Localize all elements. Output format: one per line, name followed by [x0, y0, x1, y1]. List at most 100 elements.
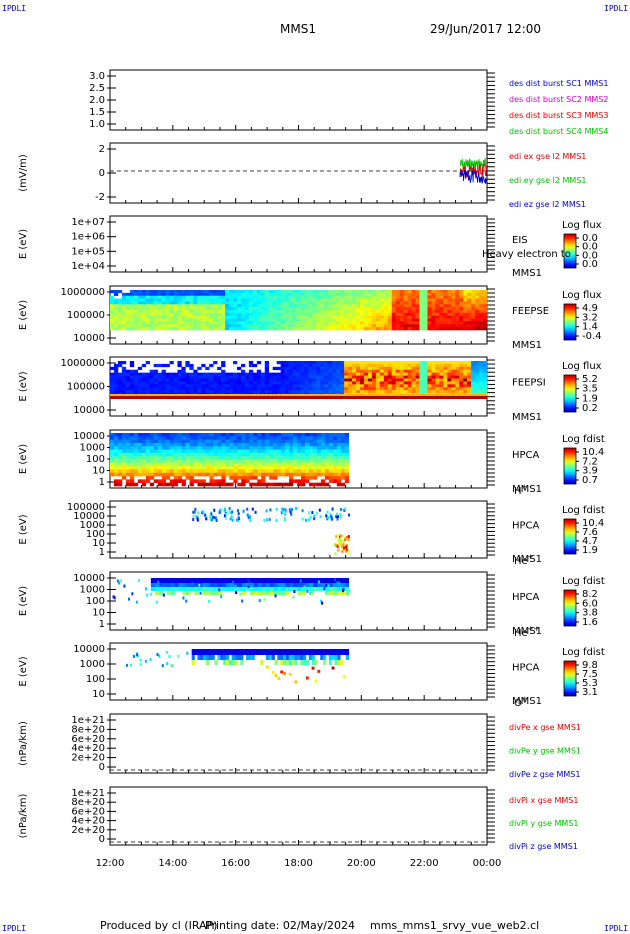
legend-dist-0: des dist burst SC1 MMS1 — [509, 79, 608, 88]
y-tick-label: 0 — [99, 168, 105, 179]
colorbar-tick-label: 7.5 — [582, 669, 598, 680]
legend-dist-1: des dist burst SC2 MMS2 — [509, 95, 608, 104]
y-tick-label: 2 — [99, 144, 105, 155]
colorbar — [563, 447, 577, 485]
y-tick-label: 100 — [86, 596, 105, 607]
x-tick-label: 20:00 — [347, 858, 376, 869]
y-tick-label: 2.5 — [89, 83, 105, 94]
colorbar-tick-label: 10.4 — [582, 447, 604, 458]
colorbar-tick-label: 4.7 — [582, 536, 598, 547]
footer-file: mms_mms1_srvy_vue_web2.cl — [370, 919, 540, 932]
y-tick-label: 10000 — [73, 333, 105, 344]
species-label: Heavy electron to — [482, 249, 571, 260]
colorbar-tick-label: 3.8 — [582, 608, 598, 619]
y-tick-label: 1e+06 — [71, 232, 105, 243]
colorbar-title: Log fdist — [562, 434, 605, 445]
colorbar — [563, 303, 577, 341]
y-tick-label: 100 — [86, 674, 105, 685]
colorbar-tick-label: 0.2 — [582, 403, 598, 414]
y-tick-label: 4e+20 — [71, 743, 105, 754]
colorbar — [563, 660, 577, 697]
y-tick-label: 1 — [99, 477, 105, 488]
species-charge: + — [522, 695, 528, 703]
y-tick-label: 1000000 — [60, 287, 105, 298]
colorbar-tick-label: 0.0 — [582, 250, 598, 261]
legend-dist-3: des dist burst SC4 MMS4 — [509, 127, 608, 136]
colorbar — [563, 233, 577, 269]
spacecraft-title: MMS1 — [280, 22, 316, 36]
spacecraft-label: MMS1 — [512, 554, 542, 565]
y-axis-label: E (eV) — [18, 514, 29, 544]
legend-dist-2: des dist burst SC3 MMS3 — [509, 111, 608, 120]
corner-logo-bl: IPDLI — [2, 924, 27, 933]
y-tick-label: 100000 — [67, 502, 105, 513]
y-tick-label: 10000 — [73, 511, 105, 522]
x-tick-label: 22:00 — [410, 858, 439, 869]
legend-edi-1: edi ey gse l2 MMS1 — [509, 176, 587, 185]
hpca-he-spectrogram — [192, 507, 351, 556]
y-tick-label: 10 — [92, 608, 105, 619]
instrument-label: HPCA — [512, 662, 540, 673]
instrument-label: FEEPSE — [512, 306, 549, 317]
x-tick-label: 14:00 — [158, 858, 187, 869]
legend-edi-0: edi ex gse l2 MMS1 — [509, 152, 586, 161]
y-tick-label: 1000 — [80, 659, 105, 670]
y-tick-label: 10 — [92, 466, 105, 477]
species-charge: + — [522, 483, 528, 491]
y-tick-label: 0 — [99, 834, 105, 845]
y-tick-label: 1e+07 — [71, 217, 105, 228]
y-tick-label: 8e+20 — [71, 797, 105, 808]
panel-frame-hpca_he — [109, 500, 488, 559]
footer-produced: Produced by cl (IRAP) — [100, 919, 218, 932]
colorbar-tick-label: 3.1 — [582, 687, 598, 698]
y-tick-label: 1e+21 — [71, 788, 105, 799]
y-tick-label: 1000 — [80, 443, 105, 454]
hpca-h-spectrogram — [110, 433, 350, 487]
legend-divpe-1: divPe y gse MMS1 — [509, 747, 581, 756]
y-tick-label: 10000 — [73, 644, 105, 655]
y-tick-label: 0 — [99, 762, 105, 773]
y-tick-label: 2e+20 — [71, 825, 105, 836]
y-axis-label: E (eV) — [18, 229, 29, 259]
y-axis-label: (nPa/km) — [18, 794, 29, 839]
edi-series-1 — [459, 163, 487, 179]
colorbar-tick-label: 0.7 — [582, 475, 598, 486]
colorbar-title: Log flux — [562, 290, 602, 301]
instrument-label: FEEPSI — [512, 377, 546, 388]
y-tick-label: 10000 — [73, 431, 105, 442]
colorbar-tick-label: 1.9 — [582, 545, 598, 556]
instrument-label: EIS — [512, 235, 528, 246]
panel-frame-edi — [109, 142, 488, 204]
colorbar — [563, 589, 577, 627]
spacecraft-label: MMS1 — [512, 696, 542, 707]
colorbar-tick-label: 5.3 — [582, 678, 598, 689]
y-tick-label: 100 — [86, 529, 105, 540]
y-tick-label: 10000 — [73, 405, 105, 416]
y-tick-label: 100000 — [67, 310, 105, 321]
colorbar-tick-label: 7.2 — [582, 456, 598, 467]
y-tick-label: 1.0 — [89, 119, 105, 130]
panel-frame-eis — [109, 215, 488, 273]
colorbar-tick-label: 3.2 — [582, 312, 598, 323]
legend-divpe-2: divPe z gse MMS1 — [509, 770, 580, 779]
colorbar-tick-label: 6.0 — [582, 598, 598, 609]
x-tick-label: 16:00 — [221, 858, 250, 869]
y-axis-label: E (eV) — [18, 444, 29, 474]
panel-frame-dist — [109, 69, 488, 131]
colorbar-title: Log fdist — [562, 505, 605, 516]
colorbar-tick-label: 9.8 — [582, 660, 598, 671]
colorbar-tick-label: 7.6 — [582, 527, 598, 538]
date-title: 29/Jun/2017 12:00 — [430, 22, 542, 36]
y-axis-label: E (eV) — [18, 656, 29, 686]
colorbar-tick-label: 1.6 — [582, 617, 598, 628]
y-tick-label: -2 — [95, 192, 105, 203]
legend-edi-2: edi ez gse l2 MMS1 — [509, 200, 586, 209]
instrument-label: HPCA — [512, 520, 540, 531]
footer-printing: Printing date: 02/May/2024 — [205, 919, 355, 932]
colorbar — [563, 518, 577, 555]
species-charge: + — [528, 553, 534, 561]
legend-divpi-0: divPi x gse MMS1 — [509, 796, 578, 805]
colorbar-tick-label: 5.2 — [582, 374, 598, 385]
edi-series-2 — [459, 169, 487, 184]
